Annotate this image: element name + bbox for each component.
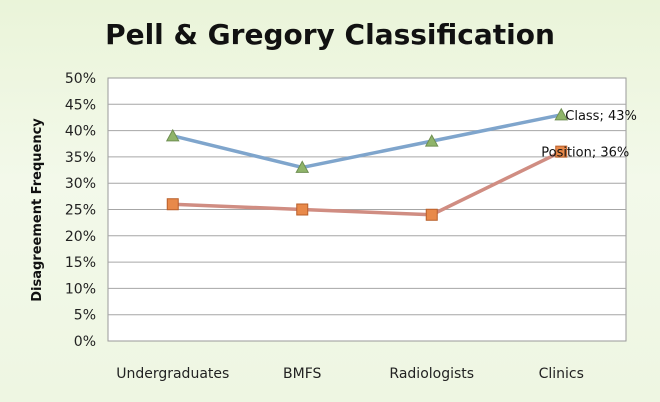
y-tick-label: 35% — [65, 150, 96, 166]
y-tick-label: 15% — [65, 255, 96, 271]
y-tick-label: 50% — [65, 71, 96, 87]
data-label-class: Class; 43% — [565, 109, 637, 124]
y-axis-label: Disagreement Frequency — [30, 118, 45, 302]
series-group: Class; 43% Position; 36% — [165, 107, 637, 221]
data-point-position — [166, 198, 179, 211]
y-tick-label: 25% — [65, 203, 96, 219]
x-category-label: Radiologists — [389, 366, 474, 382]
x-axis-categories: Undergraduates BMFS Radiologists Clinics — [116, 366, 584, 382]
x-category-label: BMFS — [283, 366, 321, 382]
data-point-position — [296, 203, 309, 216]
data-label-position: Position; 36% — [541, 146, 629, 161]
data-point-class — [295, 160, 310, 173]
data-point-class — [165, 128, 180, 142]
x-category-label: Undergraduates — [116, 366, 229, 382]
y-tick-label: 5% — [74, 308, 96, 324]
y-tick-label: 10% — [65, 281, 96, 297]
y-tick-label: 30% — [65, 176, 96, 192]
y-tick-label: 20% — [65, 229, 96, 245]
y-tick-label: 0% — [74, 334, 96, 350]
data-point-position — [425, 208, 438, 221]
data-point-class — [554, 107, 569, 121]
x-category-label: Clinics — [539, 366, 584, 382]
y-tick-label: 40% — [65, 124, 96, 140]
y-tick-label: 45% — [65, 97, 96, 113]
chart-title: Pell & Gregory Classification — [105, 18, 555, 51]
y-axis-ticks: 0% 5% 10% 15% 20% 25% 30% 35% 40% 45% 50% — [65, 71, 96, 350]
data-point-position — [555, 145, 568, 158]
gridlines — [108, 103, 626, 316]
series-line-position — [172, 150, 563, 217]
data-point-class — [424, 134, 439, 147]
series-line-class — [172, 113, 562, 170]
